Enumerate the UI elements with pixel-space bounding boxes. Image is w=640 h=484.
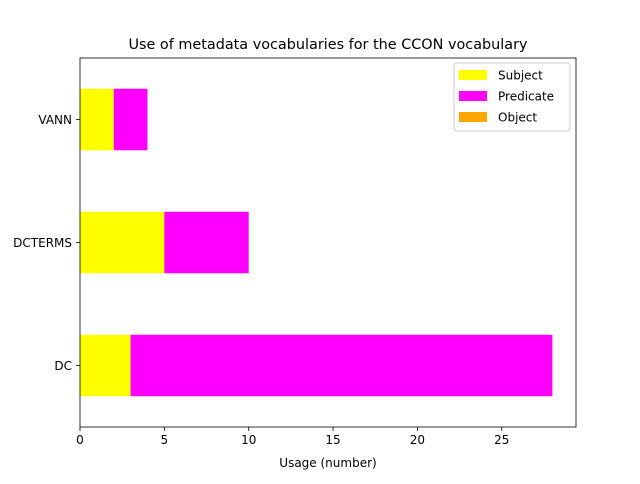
bar-vann-subject bbox=[80, 88, 114, 151]
axes-layer: 0 5 10 15 20 25 DC DCTERMS VANN bbox=[13, 57, 577, 447]
x-tick-label: 0 bbox=[76, 433, 84, 447]
y-tick-label: DC bbox=[54, 359, 72, 373]
x-tick-label: 10 bbox=[241, 433, 256, 447]
bar-dc-predicate bbox=[130, 334, 553, 397]
x-tick-label: 5 bbox=[161, 433, 169, 447]
bar-dcterms-subject bbox=[80, 211, 165, 274]
y-tick-label: VANN bbox=[38, 113, 72, 127]
legend-swatch-object bbox=[459, 112, 487, 122]
legend-label-predicate: Predicate bbox=[498, 90, 554, 104]
bar-dcterms-predicate bbox=[164, 211, 249, 274]
legend-swatch-predicate bbox=[459, 91, 487, 101]
y-tick-label: DCTERMS bbox=[13, 236, 72, 250]
x-tick-label: 25 bbox=[494, 433, 509, 447]
legend: Subject Predicate Object bbox=[453, 62, 571, 132]
x-tick-label: 20 bbox=[410, 433, 425, 447]
bars-layer bbox=[80, 88, 553, 397]
chart-title: Use of metadata vocabularies for the CCO… bbox=[128, 37, 528, 53]
bar-vann-predicate bbox=[113, 88, 148, 151]
x-axis-label: Usage (number) bbox=[279, 456, 376, 470]
legend-label-object: Object bbox=[498, 111, 537, 125]
legend-swatch-subject bbox=[459, 70, 487, 80]
legend-label-subject: Subject bbox=[498, 69, 543, 83]
bar-dc-subject bbox=[80, 334, 131, 397]
x-tick-label: 15 bbox=[325, 433, 340, 447]
